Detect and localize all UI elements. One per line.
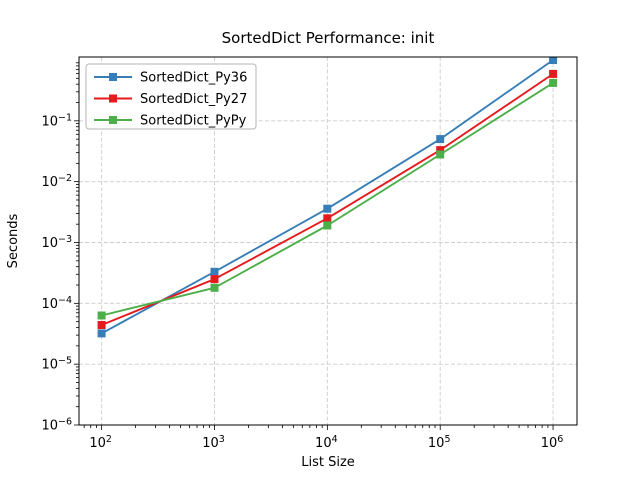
legend-marker-SortedDict_PyPy xyxy=(109,116,117,124)
marker-SortedDict_Py27-100 xyxy=(97,321,106,329)
marker-SortedDict_PyPy-1000 xyxy=(210,283,219,292)
legend-marker-SortedDict_Py36 xyxy=(109,73,117,81)
legend: SortedDict_Py36 SortedDict_Py27 SortedDict… xyxy=(85,63,257,130)
marker-SortedDict_Py27-1000000 xyxy=(549,69,558,78)
marker-SortedDict_PyPy-1000000 xyxy=(549,78,558,87)
marker-SortedDict_Py27-10000 xyxy=(323,214,332,223)
x-axis-label: List Size xyxy=(301,455,355,470)
marker-SortedDict_PyPy-100 xyxy=(97,311,106,320)
marker-SortedDict_Py36-100000 xyxy=(436,135,445,144)
ytick-label-10e-4: 10−4 xyxy=(41,295,72,312)
legend-label-SortedDict_PyPy: SortedDict_PyPy xyxy=(140,114,247,129)
xtick-label-10e6: 106 xyxy=(541,434,564,451)
ytick-label-10e-1: 10−1 xyxy=(41,112,72,129)
chart-title: SortedDict Performance: init xyxy=(222,29,435,47)
xtick-label-10e5: 105 xyxy=(428,434,451,451)
legend-box xyxy=(85,63,257,130)
marker-SortedDict_PyPy-100000 xyxy=(436,150,445,159)
tick-label-layer: 102 103 104 105 106 10−6 10−5 10−4 10−3 10−2 10−1 xyxy=(41,112,563,451)
marker-SortedDict_PyPy-10000 xyxy=(323,221,332,230)
axes-layer xyxy=(74,56,578,430)
y-axis-label: Seconds xyxy=(6,213,21,268)
ytick-label-10e-2: 10−2 xyxy=(41,173,72,190)
ytick-label-10e-3: 10−3 xyxy=(41,234,72,251)
legend-label-SortedDict_Py36: SortedDict_Py36 xyxy=(140,71,247,86)
marker-SortedDict_Py36-10000 xyxy=(323,204,332,213)
xtick-label-10e3: 103 xyxy=(202,434,225,451)
marker-SortedDict_Py36-100 xyxy=(97,329,106,338)
marker-SortedDict_Py36-1000 xyxy=(210,267,219,276)
marker-SortedDict_Py36-1000000 xyxy=(549,57,558,64)
marker-SortedDict_Py27-100000 xyxy=(436,146,445,155)
ytick-label-10e-5: 10−5 xyxy=(41,356,72,373)
xtick-label-10e4: 104 xyxy=(315,434,338,451)
axes-spines xyxy=(78,56,578,426)
ytick-label-10e-6: 10−6 xyxy=(41,417,72,434)
xtick-label-10e2: 102 xyxy=(89,434,112,451)
series-layer xyxy=(97,57,558,338)
marker-SortedDict_Py27-1000 xyxy=(210,275,219,284)
legend-marker-SortedDict_Py27 xyxy=(109,94,117,103)
legend-label-SortedDict_Py27: SortedDict_Py27 xyxy=(140,92,247,107)
